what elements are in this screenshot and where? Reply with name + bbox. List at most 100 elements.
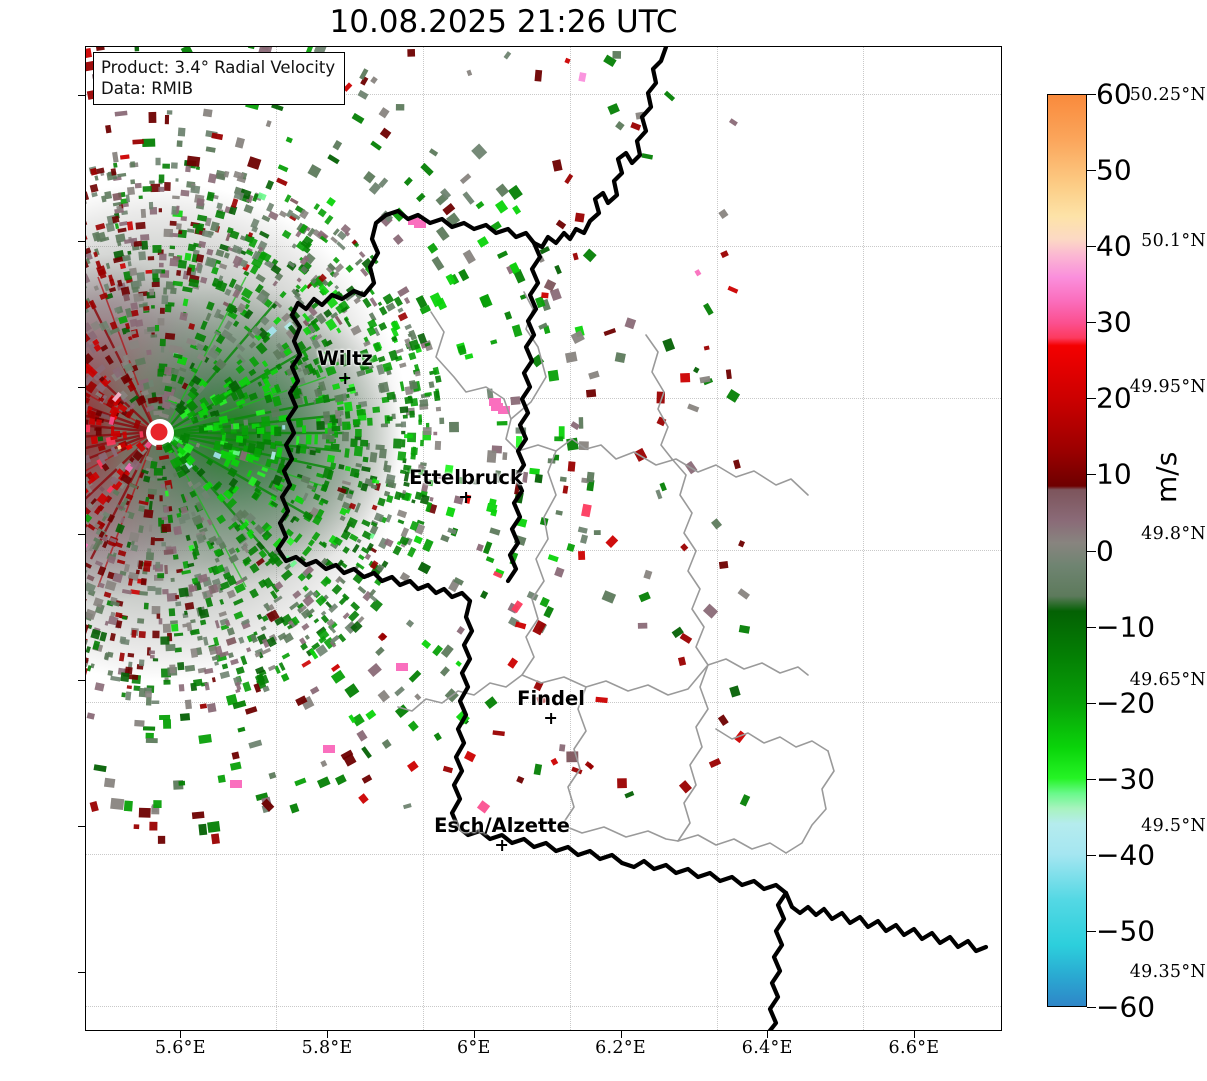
radar-echo-pixel [142,138,156,148]
radar-echo-pixel [98,268,107,279]
radar-echo-pixel [154,537,164,542]
radar-site-marker[interactable] [150,423,168,441]
radar-echo-pixel [176,269,182,276]
radar-echo-pixel [149,655,155,659]
radar-echo-pixel [111,446,118,457]
radar-echo-pixel [400,421,407,428]
radar-echo-pixel [186,267,192,276]
radar-echo-pixel [211,677,216,683]
radar-echo-pixel [227,652,234,659]
radar-echo-pixel [458,268,470,282]
radar-echo-pixel [151,269,162,274]
radar-echo-pixel [562,485,569,494]
latitude-tick-label: 49.35°N [1129,962,1206,983]
radar-echo-pixel [122,511,130,518]
radar-echo-pixel [559,476,567,482]
radar-echo-pixel [263,603,268,609]
radar-echo-pixel [375,646,385,657]
radar-echo-pixel [86,665,92,672]
radar-map-plot[interactable]: Wiltz Ettelbruck Findel Esch/Alzette [85,46,1002,1031]
radar-echo-pixel [601,590,617,604]
radar-echo-pixel [392,234,404,245]
radar-echo-pixel [263,368,272,377]
radar-echo-pixel [100,413,110,419]
velocity-colorbar[interactable] [1047,94,1087,1007]
radar-echo-pixel [432,644,444,657]
radar-echo-pixel [177,662,185,671]
radar-echo-pixel [90,167,98,176]
radar-echo-pixel [529,467,540,475]
radar-echo-pixel [343,753,357,767]
radar-echo-pixel [684,460,698,475]
radar-echo-pixel [223,252,230,259]
radar-echo-pixel [199,703,208,709]
radar-echo-pixel [87,409,96,419]
colorbar-tick-mark [1087,702,1096,704]
radar-echo-pixel [150,460,158,470]
radar-echo-pixel [263,439,272,445]
radar-echo-pixel [495,183,510,198]
radar-echo-pixel [558,426,565,440]
radar-echo-pixel [219,263,228,270]
radar-echo-pixel [309,648,319,660]
radar-echo-pixel [564,351,578,363]
radar-echo-pixel [86,712,95,720]
radar-echo-pixel [121,692,126,698]
radar-echo-pixel [222,571,232,580]
radar-echo-pixel [342,421,351,431]
radar-echo-pixel [363,171,376,184]
radar-echo-pixel [228,380,241,393]
radar-echo-pixel [326,196,336,207]
radar-echo-pixel [369,598,383,612]
radar-echo-pixel [156,613,161,619]
radar-echo-pixel [322,433,330,440]
radar-echo-pixel [176,140,183,147]
radar-echo-pixel [93,372,102,382]
radar-echo-pixel [242,376,251,386]
radar-echo-pixel [169,257,179,267]
radar-echo-pixel [332,139,343,151]
radar-echo-pixel [361,746,372,759]
radar-echo-pixel [112,489,120,497]
city-marker-cross [409,490,523,504]
radar-echo-pixel [226,627,235,636]
radar-echo-pixel [171,623,179,632]
radar-echo-pixel [496,421,508,426]
radar-echo-pixel [264,259,275,269]
radar-echo-pixel [190,511,196,517]
radar-echo-pixel [510,396,521,406]
radar-echo-pixel [570,330,585,344]
radar-echo-pixel [282,425,286,430]
radar-echo-pixel [98,530,105,538]
radar-echo-pixel [168,252,175,257]
radar-echo-pixel [126,330,137,337]
radar-echo-pixel [110,600,120,607]
radar-echo-pixel [344,410,351,419]
radar-echo-pixel [476,543,484,552]
radar-echo-pixel [86,522,89,532]
radar-echo-pixel [315,644,329,657]
radar-echo-pixel [99,631,108,642]
radar-echo-pixel [414,220,426,228]
radar-echo-pixel [122,293,131,302]
radar-echo-pixel [246,647,252,653]
radar-echo-pixel [328,625,337,634]
colorbar-tick-mark [1087,1007,1096,1008]
radar-echo-pixel [106,485,115,494]
radar-echo-pixel [662,338,676,352]
radar-echo-pixel [357,615,365,624]
radar-echo-pixel [203,423,207,428]
radar-echo-pixel [121,588,132,595]
radar-echo-pixel [512,205,522,215]
radar-echo-pixel [213,440,222,451]
radar-echo-pixel [133,419,142,430]
radar-echo-pixel [422,427,432,436]
radar-echo-pixel [133,240,142,247]
product-info-box: Product: 3.4° Radial Velocity Data: RMIB [93,52,346,106]
radar-echo-pixel [129,395,139,404]
radar-echo-pixel [125,493,134,501]
radar-echo-pixel [255,557,265,567]
radar-echo-pixel [407,720,419,732]
radar-echo-pixel [161,523,172,533]
radar-echo-pixel [428,148,439,157]
